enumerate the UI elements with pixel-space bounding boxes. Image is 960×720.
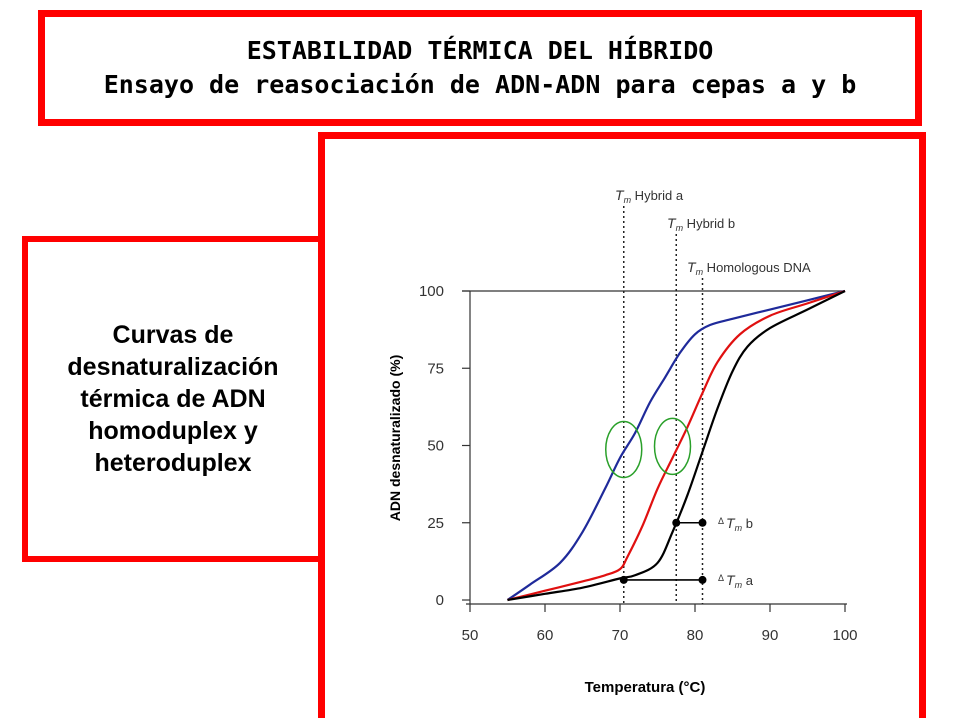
delta-bar-end-0 <box>698 518 707 527</box>
highlight-ellipse-0 <box>605 420 643 479</box>
description-line-2: desnaturalización <box>67 353 279 381</box>
chart-frame <box>318 132 926 718</box>
delta-label-0: Δ Tm b <box>718 515 753 533</box>
x-tick-label-4: 90 <box>762 627 779 644</box>
description-line-4: homoduplex y <box>88 417 258 445</box>
y-axis-label: ADN desnaturalizado (%) <box>387 355 403 521</box>
delta-bar-start-1 <box>619 575 628 584</box>
x-tick-label-5: 100 <box>832 627 857 644</box>
y-tick-label-0: 0 <box>436 592 444 609</box>
description-line-3: térmica de ADN <box>80 385 266 413</box>
tm-label-2: Tm Homologous DNA <box>687 259 811 277</box>
y-tick-label-4: 100 <box>419 283 444 300</box>
description-line-1: Curvas de <box>112 321 234 349</box>
x-tick-label-0: 50 <box>462 627 479 644</box>
x-tick-label-2: 70 <box>612 627 629 644</box>
curve-hybrid_b <box>507 289 846 602</box>
x-tick-label-1: 60 <box>537 627 554 644</box>
curve-hybrid_a <box>506 289 846 601</box>
y-tick-label-3: 75 <box>427 360 444 377</box>
description-line-5: heteroduplex <box>94 449 252 477</box>
x-axis-label: Temperatura (°C) <box>585 679 706 696</box>
title-box: ESTABILIDAD TÉRMICA DEL HÍBRIDO Ensayo d… <box>38 10 922 126</box>
page-title: ESTABILIDAD TÉRMICA DEL HÍBRIDO <box>246 36 714 65</box>
x-tick-label-3: 80 <box>687 627 704 644</box>
page-subtitle: Ensayo de reasociación de ADN-ADN para c… <box>103 70 857 99</box>
delta-bar-start-0 <box>672 518 681 527</box>
y-tick-label-2: 50 <box>427 438 444 455</box>
tm-label-0: Tm Hybrid a <box>615 187 684 205</box>
delta-bar-end-1 <box>698 575 707 584</box>
delta-label-1: Δ Tm a <box>718 572 754 590</box>
y-tick-label-1: 25 <box>427 515 444 532</box>
curve-homologous <box>507 290 846 602</box>
highlight-ellipse-1 <box>653 417 692 476</box>
tm-label-1: Tm Hybrid b <box>667 215 735 233</box>
